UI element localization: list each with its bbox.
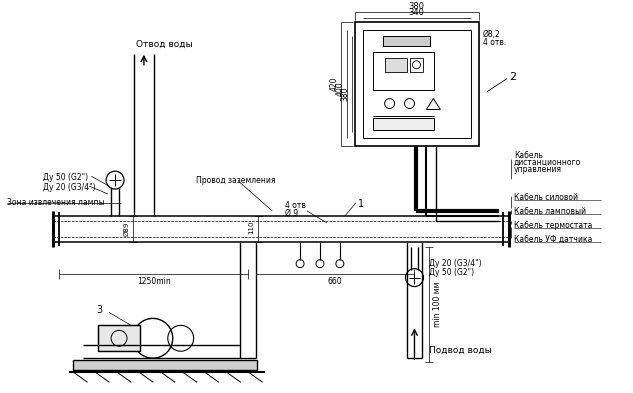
Text: 400: 400 [336,81,345,96]
Text: Ду 20 (G3/4"): Ду 20 (G3/4") [429,259,482,268]
Text: Зона извлечения лампы: Зона извлечения лампы [6,198,104,207]
Text: 3: 3 [96,305,103,316]
Text: 660: 660 [328,277,342,286]
Bar [373,118,434,130]
Text: 4 отв.: 4 отв. [483,38,506,47]
Text: 1250min: 1250min [137,277,171,286]
Text: Кабель термостата: Кабель термостата [514,221,592,230]
Bar [98,325,140,351]
Text: Ду 50 (G2"): Ду 50 (G2") [429,268,475,277]
Text: Провод заземления: Провод заземления [196,176,275,185]
Text: Ø89: Ø89 [123,222,129,236]
Text: Кабель УФ датчика: Кабель УФ датчика [514,235,592,244]
Bar [98,325,140,351]
Bar [410,58,423,72]
Text: дистанционного: дистанционного [514,158,581,167]
Text: Кабель силовой: Кабель силовой [514,193,578,202]
Text: min 100 мм: min 100 мм [434,282,442,327]
Bar [355,22,479,146]
Text: 380: 380 [341,86,350,101]
Bar [373,52,434,90]
Text: 340: 340 [408,8,424,17]
Text: 4 отв: 4 отв [285,201,306,210]
Text: 1: 1 [358,199,364,209]
Text: Отвод воды: Отвод воды [136,40,192,49]
Text: Ø8,2: Ø8,2 [483,30,501,39]
Text: Кабель: Кабель [514,151,543,160]
Text: управления: управления [514,165,562,174]
Text: 2: 2 [509,72,516,82]
Text: Кабель ламповый: Кабель ламповый [514,207,586,216]
Bar [383,36,430,46]
Bar [363,30,471,138]
Text: Ду 20 (G3/4"): Ду 20 (G3/4") [44,183,96,192]
Bar [73,360,257,370]
Text: 380: 380 [408,2,425,11]
Text: Ø 9: Ø 9 [285,209,298,218]
Text: 110: 110 [248,220,254,233]
Text: Ду 50 (G2"): Ду 50 (G2") [44,173,89,182]
Text: 420: 420 [330,76,339,91]
Bar [385,58,406,72]
Text: Подвод воды: Подвод воды [429,346,492,355]
